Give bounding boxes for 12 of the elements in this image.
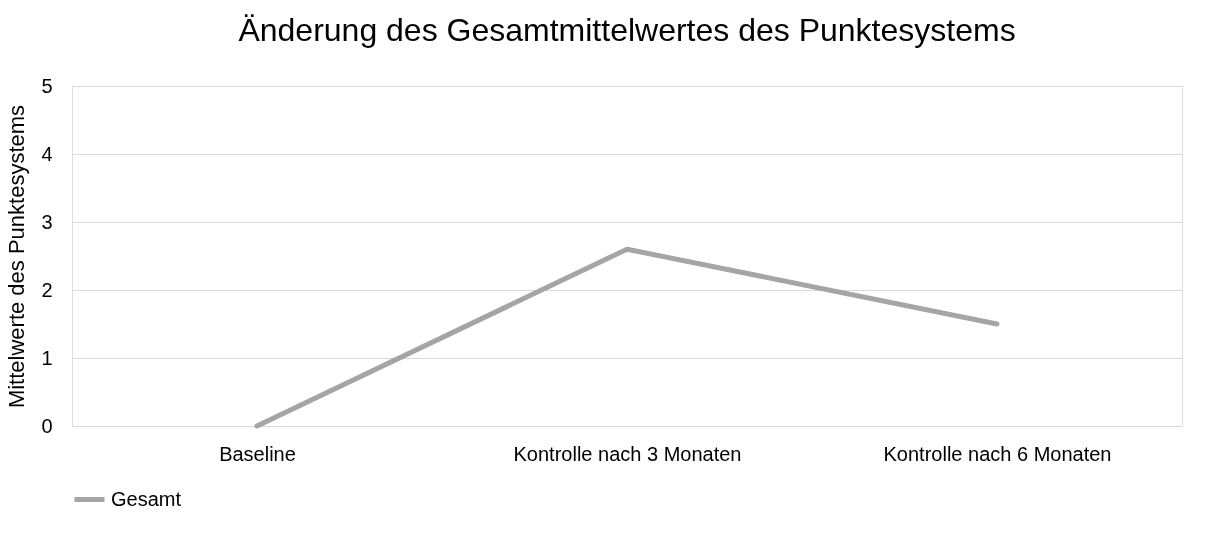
y-tick-label: 3 bbox=[41, 210, 53, 233]
y-tick-label: 0 bbox=[41, 414, 53, 437]
y-tick-label: 5 bbox=[41, 74, 53, 97]
x-tick-label: Baseline bbox=[219, 442, 296, 465]
chart-title: Änderung des Gesamtmittelwertes des Punktesystems bbox=[238, 12, 1016, 48]
y-tick-label: 4 bbox=[41, 142, 53, 165]
x-tick-label: Kontrolle nach 3 Monaten bbox=[513, 442, 742, 465]
x-tick-label: Kontrolle nach 6 Monaten bbox=[883, 442, 1112, 465]
y-axis-title: Mittelwerte des Punktesystems bbox=[4, 104, 30, 409]
y-tick-label: 2 bbox=[41, 278, 53, 301]
legend-label: Gesamt bbox=[111, 487, 182, 510]
y-tick-label: 1 bbox=[41, 346, 53, 369]
